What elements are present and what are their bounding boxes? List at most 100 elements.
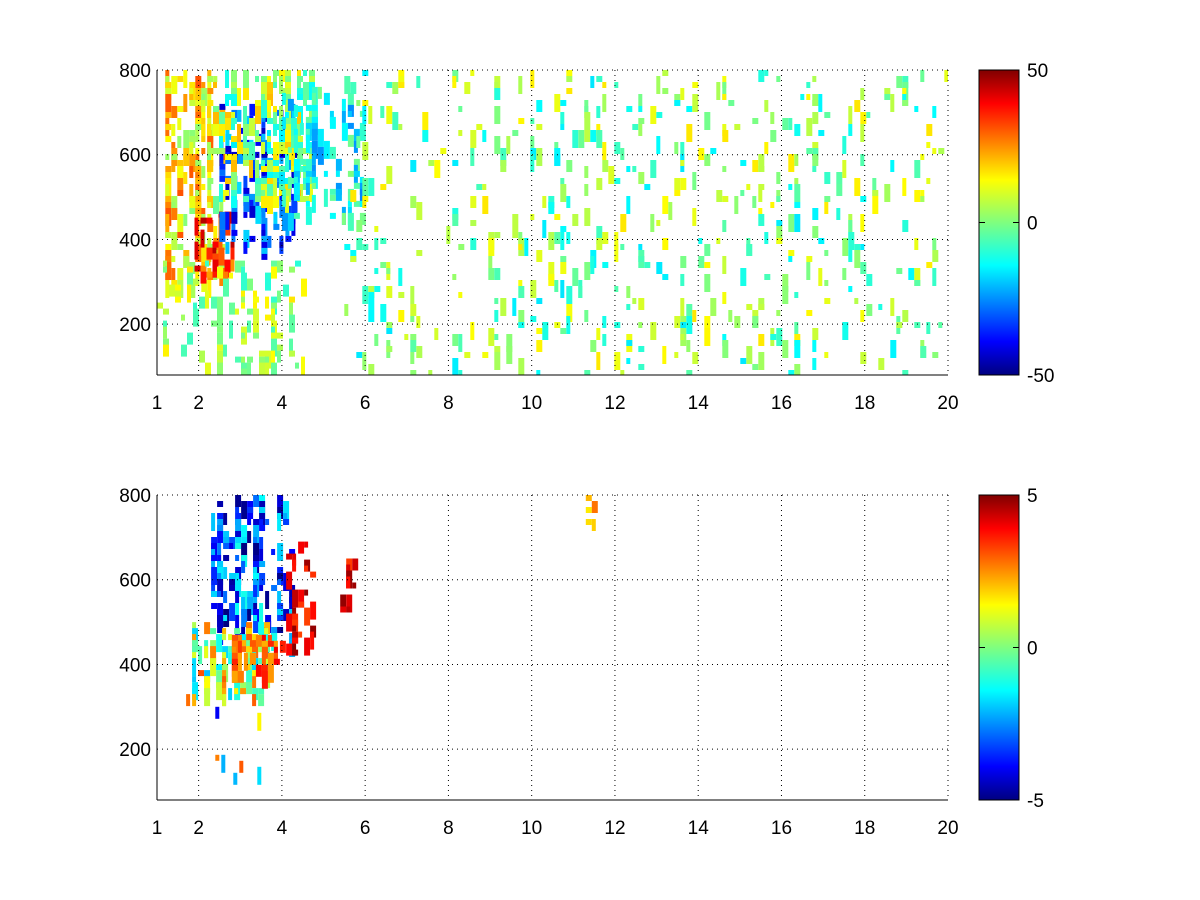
heatmap-cell xyxy=(620,370,625,375)
heatmap-cell xyxy=(192,658,197,677)
heatmap-cell xyxy=(572,214,579,226)
heatmap-cell xyxy=(920,70,925,82)
heatmap-cell xyxy=(585,495,592,501)
heatmap-cell xyxy=(277,543,284,561)
heatmap-cell xyxy=(265,519,270,525)
heatmap-cell xyxy=(216,670,223,689)
heatmap-cell xyxy=(674,190,681,196)
heatmap-cell xyxy=(261,247,268,254)
heatmap-cell xyxy=(353,182,360,189)
heatmap-cell xyxy=(228,634,233,641)
heatmap-cell xyxy=(362,178,369,196)
heatmap-cell xyxy=(362,244,369,250)
heatmap-cell xyxy=(235,495,242,507)
heatmap-cell xyxy=(530,154,535,172)
heatmap-cell xyxy=(398,82,405,88)
heatmap-cell xyxy=(279,640,286,653)
heatmap-cell xyxy=(235,308,239,315)
heatmap-cell xyxy=(171,166,176,172)
heatmap-cell xyxy=(770,334,777,340)
heatmap-cell xyxy=(277,344,283,351)
heatmap-cell xyxy=(638,172,645,184)
heatmap-cell xyxy=(177,166,184,178)
heatmap-cell xyxy=(347,212,354,231)
heatmap-cell xyxy=(253,332,259,339)
y-tick-label: 600 xyxy=(119,146,151,167)
heatmap-cell xyxy=(512,298,517,316)
heatmap-cell xyxy=(914,280,921,286)
heatmap-cell xyxy=(189,94,194,100)
heatmap-cell xyxy=(291,136,295,154)
heatmap-cell xyxy=(500,160,507,172)
heatmap-cell xyxy=(470,130,477,148)
heatmap-cell xyxy=(686,316,693,334)
heatmap-cell xyxy=(806,310,813,316)
heatmap-cell xyxy=(217,308,223,327)
heatmap-cell xyxy=(620,148,625,160)
heatmap-cell xyxy=(416,76,421,88)
heatmap-cell xyxy=(229,543,234,549)
heatmap-cell xyxy=(566,70,573,76)
heatmap-cell xyxy=(362,70,369,76)
heatmap-cell xyxy=(566,196,571,208)
heatmap-cell xyxy=(854,250,861,268)
heatmap-cell xyxy=(932,148,937,154)
heatmap-cell xyxy=(311,128,318,141)
heatmap-cell xyxy=(392,112,399,130)
heatmap-cell xyxy=(271,338,277,357)
heatmap-cell xyxy=(205,260,209,267)
heatmap-cell xyxy=(584,106,589,112)
heatmap-cell xyxy=(207,106,211,118)
heatmap-cell xyxy=(285,130,291,142)
heatmap-cell xyxy=(281,188,286,207)
heatmap-cell xyxy=(215,754,220,761)
heatmap-cell xyxy=(680,88,685,100)
y-tick-label: 200 xyxy=(119,315,151,336)
heatmap-cell xyxy=(311,92,316,111)
heatmap-cell xyxy=(217,332,223,345)
x-tick-label: 14 xyxy=(688,393,710,414)
heatmap-cell xyxy=(740,268,747,286)
heatmap-cell xyxy=(310,571,317,578)
x-tick-label: 10 xyxy=(521,393,542,414)
heatmap-cell xyxy=(812,226,819,238)
heatmap-cell xyxy=(614,322,621,328)
heatmap-cell xyxy=(359,122,366,141)
heatmap-cell xyxy=(303,94,307,106)
heatmap-cell xyxy=(213,226,218,238)
heatmap-cell xyxy=(854,298,859,304)
heatmap-cell xyxy=(246,628,253,635)
heatmap-cell xyxy=(253,495,260,507)
heatmap-cell xyxy=(259,362,265,375)
heatmap-cell xyxy=(195,106,202,112)
heatmap-cell xyxy=(198,646,203,665)
heatmap-cell xyxy=(404,334,409,340)
heatmap-cell xyxy=(193,308,199,327)
heatmap-cell xyxy=(292,589,299,608)
heatmap-cell xyxy=(310,631,315,650)
heatmap-cell xyxy=(207,184,212,190)
heatmap-cell xyxy=(259,573,266,585)
heatmap-cell xyxy=(229,603,236,621)
heatmap-cell xyxy=(212,247,217,254)
heatmap-cell xyxy=(686,304,693,316)
heatmap-cell xyxy=(287,146,292,153)
heatmap-cell xyxy=(221,754,226,773)
heatmap-cell xyxy=(722,292,727,304)
heatmap-cell xyxy=(253,525,260,543)
heatmap-cell xyxy=(752,118,759,124)
heatmap-cell xyxy=(289,296,295,303)
heatmap-cell xyxy=(206,271,213,278)
heatmap-cell xyxy=(416,250,423,256)
heatmap-cell xyxy=(206,217,213,224)
heatmap-cell xyxy=(428,370,433,375)
heatmap-cell xyxy=(219,136,223,148)
heatmap-cell xyxy=(386,286,393,298)
heatmap-cell xyxy=(279,241,284,248)
heatmap-cell xyxy=(860,262,867,274)
heatmap-cell xyxy=(289,549,296,555)
heatmap-cell xyxy=(812,112,819,124)
heatmap-cell xyxy=(782,340,789,358)
heatmap-cell xyxy=(222,634,227,641)
